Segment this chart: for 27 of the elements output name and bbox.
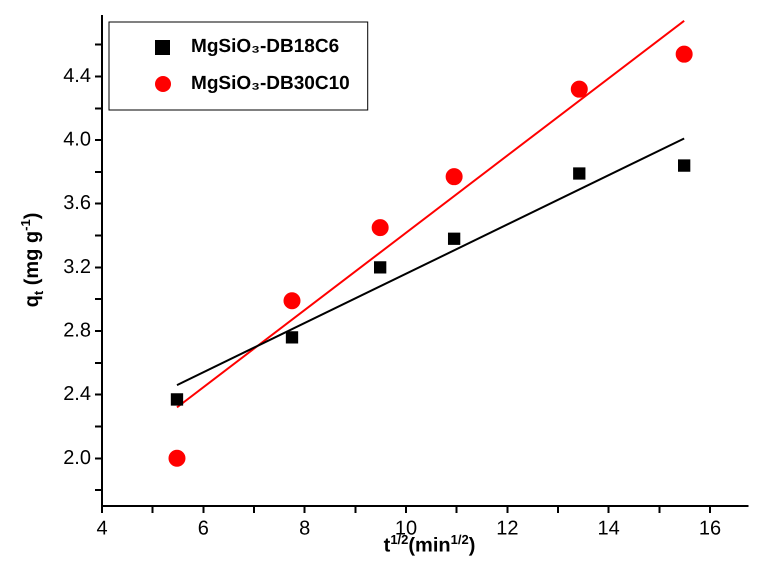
x-tick-label: 8 — [299, 518, 310, 540]
y-tick-label: 2.0 — [63, 446, 91, 469]
point — [284, 292, 300, 310]
x-tick-label: 4 — [96, 518, 108, 540]
y-tick-label: 3.2 — [63, 256, 91, 278]
point — [372, 219, 389, 236]
x-tick-label: 12 — [496, 518, 518, 540]
point — [286, 331, 298, 344]
legend-label: MgSiO₃-DB18C6 — [191, 36, 340, 58]
point — [448, 232, 460, 245]
point — [678, 159, 690, 172]
y-tick-label: 2.8 — [63, 320, 91, 342]
x-tick-label: 16 — [698, 518, 722, 540]
y-tick-label: 4.0 — [63, 128, 91, 151]
point — [446, 168, 463, 186]
x-tick-label: 6 — [198, 518, 209, 540]
x-tick-label: 14 — [598, 518, 620, 540]
point — [676, 46, 693, 63]
point — [374, 261, 386, 274]
legend-label: MgSiO₃-DB30C10 — [191, 73, 350, 94]
y-tick-label: 4.4 — [63, 64, 91, 87]
point — [168, 450, 186, 467]
y-tick-label: 3.6 — [63, 192, 91, 214]
y-tick-label: 2.4 — [63, 383, 91, 406]
point — [170, 393, 184, 406]
point — [573, 167, 586, 180]
point — [570, 80, 588, 98]
